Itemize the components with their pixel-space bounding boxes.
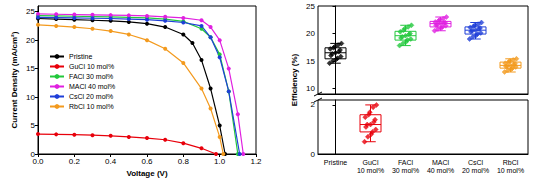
svg-text:0.4: 0.4	[105, 157, 117, 166]
svg-text:15: 15	[26, 64, 35, 73]
svg-text:40 mol%: 40 mol%	[427, 167, 454, 174]
svg-text:0.8: 0.8	[178, 157, 190, 166]
svg-text:25: 25	[306, 2, 315, 11]
svg-text:FACl 30 mol%: FACl 30 mol%	[69, 73, 113, 80]
svg-text:Pristine: Pristine	[69, 53, 92, 60]
svg-text:Pristine: Pristine	[324, 159, 347, 166]
svg-text:20: 20	[26, 36, 35, 45]
svg-text:10 mol%: 10 mol%	[357, 167, 384, 174]
svg-text:0.0: 0.0	[32, 157, 44, 166]
svg-text:Voltage (V): Voltage (V)	[126, 169, 168, 178]
svg-text:20 mol%: 20 mol%	[462, 167, 489, 174]
svg-text:5: 5	[31, 121, 36, 130]
svg-text:0: 0	[30, 149, 35, 159]
svg-text:CsCl: CsCl	[468, 159, 484, 166]
svg-text:FACl: FACl	[398, 159, 414, 166]
svg-text:2: 2	[311, 100, 316, 109]
svg-text:25: 25	[26, 7, 35, 16]
svg-text:0.6: 0.6	[141, 157, 153, 166]
svg-text:MACl: MACl	[432, 159, 450, 166]
svg-text:1.0: 1.0	[214, 157, 226, 166]
svg-text:20: 20	[306, 29, 315, 38]
svg-text:0: 0	[311, 150, 316, 159]
svg-text:10: 10	[306, 84, 315, 93]
svg-text:Efficiency (%): Efficiency (%)	[290, 53, 299, 106]
svg-text:CsCl 20 mol%: CsCl 20 mol%	[69, 93, 113, 100]
svg-text:MACl 40 mol%: MACl 40 mol%	[69, 83, 115, 90]
svg-text:GuCl: GuCl	[363, 159, 379, 166]
svg-text:GuCl 10 mol%: GuCl 10 mol%	[69, 63, 114, 70]
svg-text:1.2: 1.2	[250, 157, 262, 166]
svg-text:0.2: 0.2	[69, 157, 81, 166]
svg-text:RbCl 10 mol%: RbCl 10 mol%	[69, 103, 114, 110]
svg-text:10 mol%: 10 mol%	[497, 167, 524, 174]
svg-text:30 mol%: 30 mol%	[392, 167, 419, 174]
svg-text:Current Density (mA/cm²): Current Density (mA/cm²)	[10, 31, 19, 128]
svg-text:15: 15	[306, 57, 315, 66]
svg-text:10: 10	[26, 93, 35, 102]
svg-text:RbCl: RbCl	[503, 159, 519, 166]
